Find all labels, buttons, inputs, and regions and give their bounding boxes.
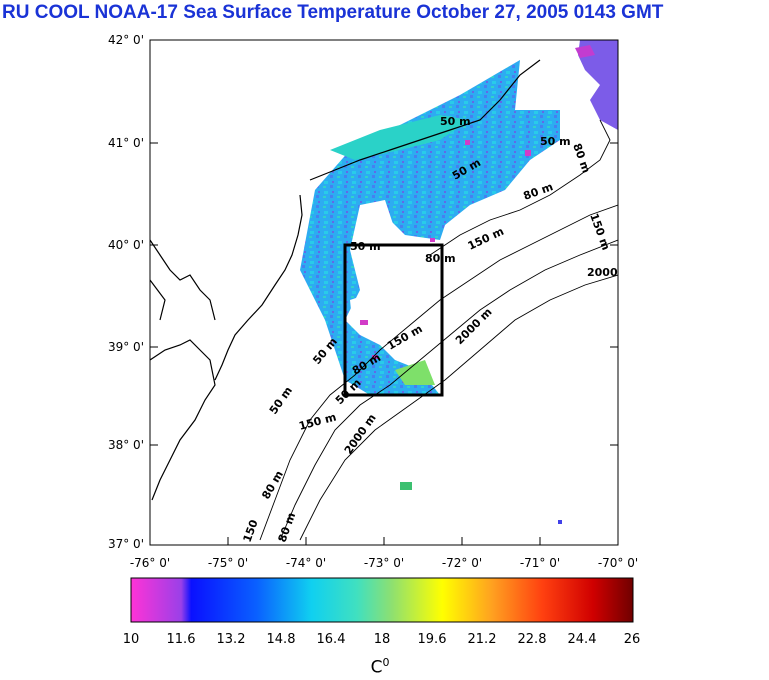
colorbar bbox=[130, 577, 634, 623]
colorbar-tick: 13.2 bbox=[216, 632, 246, 647]
contour-label: 150 m bbox=[587, 212, 612, 252]
study-area-box bbox=[343, 243, 444, 397]
lon-label: -75° 0' bbox=[207, 556, 249, 570]
contour-label: 50 m bbox=[267, 384, 295, 417]
colorbar-tick: 16.4 bbox=[316, 632, 346, 647]
bathymetry-contours bbox=[259, 119, 618, 541]
contour-label: 80 m bbox=[570, 142, 593, 175]
lat-label: 39° 0' bbox=[107, 340, 144, 354]
map-title: RU COOL NOAA-17 Sea Surface Temperature … bbox=[2, 2, 664, 23]
contour-label: 50 m bbox=[440, 115, 471, 128]
contour-label: 80 m bbox=[425, 252, 456, 265]
lat-label: 37° 0' bbox=[107, 537, 144, 551]
contour-label: 80 m bbox=[259, 468, 286, 501]
lat-label: 40° 0' bbox=[107, 238, 144, 252]
contour-label: 2000 m bbox=[342, 412, 379, 457]
lat-label: 41° 0' bbox=[107, 136, 144, 150]
colorbar-tick: 11.6 bbox=[166, 632, 196, 647]
contour-label: 80 m bbox=[522, 180, 555, 203]
lon-label: -70° 0' bbox=[597, 556, 639, 570]
colorbar-tick: 18 bbox=[373, 632, 391, 647]
colorbar-unit-sup: 0 bbox=[382, 656, 390, 669]
sst-swath bbox=[300, 60, 560, 395]
colorbar-tick: 26 bbox=[623, 632, 641, 647]
lon-label: -71° 0' bbox=[519, 556, 561, 570]
lat-label: 38° 0' bbox=[107, 438, 144, 452]
contour-label: 80 m bbox=[276, 511, 299, 544]
colorbar-tick: 19.6 bbox=[417, 632, 447, 647]
colorbar-tick: 14.8 bbox=[266, 632, 296, 647]
lon-label: -73° 0' bbox=[363, 556, 405, 570]
contour-label: 50 m bbox=[540, 135, 571, 148]
lon-label: -76° 0' bbox=[129, 556, 171, 570]
coastline bbox=[150, 59, 541, 501]
colorbar-tick: 10 bbox=[122, 632, 140, 647]
contour-label: 150 bbox=[241, 518, 261, 544]
colorbar-unit-base: C bbox=[370, 657, 383, 678]
contour-label: 50 m bbox=[350, 240, 381, 253]
colorbar-tick: 22.8 bbox=[517, 632, 547, 647]
contour-label: 2000 bbox=[587, 266, 618, 279]
colorbar-unit: C0 bbox=[350, 656, 410, 678]
colorbar-tick: 24.4 bbox=[567, 632, 597, 647]
colorbar-tick: 21.2 bbox=[467, 632, 497, 647]
contour-label: 2000 m bbox=[453, 305, 495, 347]
lon-label: -74° 0' bbox=[285, 556, 327, 570]
lat-label: 42° 0' bbox=[107, 33, 144, 47]
contour-label: 150 m bbox=[297, 410, 337, 432]
sst-swath-north bbox=[330, 115, 470, 160]
lon-label: -72° 0' bbox=[441, 556, 483, 570]
